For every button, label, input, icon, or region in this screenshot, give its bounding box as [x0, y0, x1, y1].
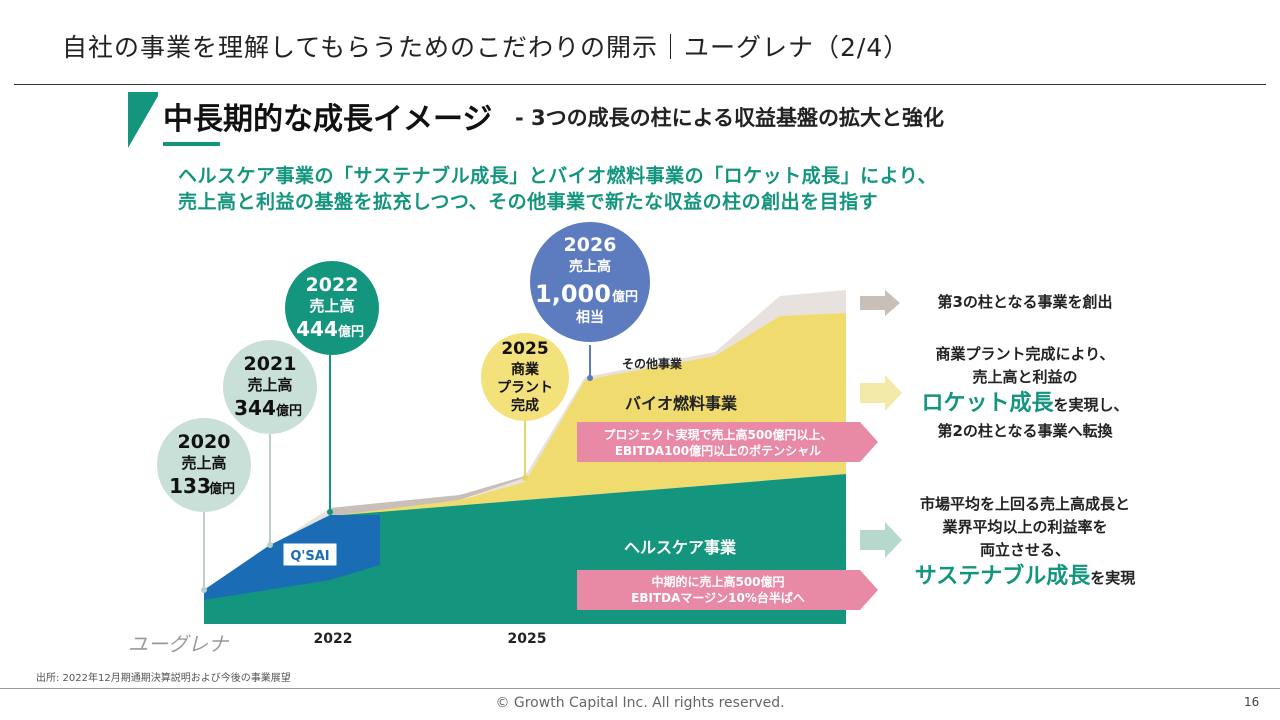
euglena-logo: ユーグレナ [128, 632, 228, 656]
right-item-sustainable-growth: 市場平均を上回る売上高成長と 業界平均以上の利益率を 両立させる、 サステナブル… [900, 493, 1150, 593]
bubble-2020-value: 133 [169, 474, 211, 498]
lead-text-line-1: ヘルスケア事業の「サステナブル成長」とバイオ燃料事業の「ロケット成長」により、 [178, 165, 937, 187]
headline-underline [163, 142, 220, 146]
sustainable-growth-emphasis: サステナブル成長 [914, 564, 1091, 589]
bubble-2026-suffix: 相当 [576, 309, 604, 326]
bubble-2025: 2025 商業 プラント 完成 [481, 333, 569, 421]
bubble-2021: 2021 売上高 344 億円 [223, 340, 317, 434]
lead-text-line-2: 売上高と利益の基盤を拡充しつつ、その他事業で新たな収益の柱の創出を目指す [178, 191, 879, 213]
label-healthcare: ヘルスケア事業 [624, 538, 737, 557]
health-banner-line2: EBITDAマージン10%台半ばへ [631, 590, 805, 605]
right-item-rocket-growth: 商業プラント完成により、 売上高と利益の ロケット成長を実現し、 第2の柱となる… [900, 343, 1150, 443]
bio-banner-line1: プロジェクト実現で売上高500億円以上、 [603, 427, 832, 442]
growth-diagram: 2020 売上高 133 億円 2021 売上高 344 億円 2022 売上高… [157, 222, 902, 647]
qsai-logo: Q'SAI [282, 542, 338, 567]
sustainable-line1: 市場平均を上回る売上高成長と [919, 495, 1130, 513]
right-item-third-pillar: 第3の柱となる事業を創出 [937, 293, 1113, 311]
health-banner-line1: 中期的に売上高500億円 [651, 574, 784, 589]
bubble-2026-label: 売上高 [569, 258, 611, 275]
sustainable-line3: 両立させる、 [979, 541, 1070, 559]
bubble-2025-line1: 商業 [511, 361, 540, 378]
bubble-2020-year: 2020 [178, 431, 231, 453]
rocket-line1: 商業プラント完成により、 [935, 345, 1115, 363]
other-business-edge [330, 476, 530, 518]
footer-divider [0, 688, 1280, 689]
rocket-line3: を実現し、 [1053, 396, 1129, 414]
x-tick-2022: 2022 [314, 631, 353, 647]
copyright-notice: © Growth Capital Inc. All rights reserve… [495, 695, 785, 711]
bubble-2022: 2022 売上高 444 億円 [285, 261, 379, 355]
bio-banner-line2: EBITDA100億円以上のポテンシャル [615, 443, 821, 458]
sustainable-suffix: を実現 [1090, 569, 1136, 587]
bubble-2022-label: 売上高 [309, 297, 354, 315]
bubble-2020-label: 売上高 [181, 454, 226, 472]
accent-triangle-icon [128, 92, 158, 148]
bubble-2020: 2020 売上高 133 億円 [157, 418, 251, 512]
title-divider [14, 84, 1266, 85]
bio-banner: プロジェクト実現で売上高500億円以上、 EBITDA100億円以上のポテンシャ… [577, 422, 878, 462]
sustainable-line2: 業界平均以上の利益率を [942, 518, 1108, 536]
arrow-bio-icon [860, 375, 902, 411]
source-note: 出所: 2022年12月期通期決算説明および今後の事業展望 [36, 673, 291, 684]
page-title: 自社の事業を理解してもらうためのこだわりの開示｜ユーグレナ（2/4） [62, 33, 910, 62]
bubble-2021-label: 売上高 [247, 376, 292, 394]
bubble-2022-unit: 億円 [338, 324, 364, 340]
rocket-growth-emphasis: ロケット成長 [921, 391, 1054, 416]
arrow-other-icon [860, 290, 900, 316]
bubble-2021-value: 344 [234, 396, 276, 420]
slide-headline: 中長期的な成長イメージ [163, 102, 493, 137]
bubble-2022-value: 444 [296, 317, 338, 341]
qsai-logo-text: Q'SAI [290, 549, 329, 564]
bubble-2025-year: 2025 [501, 339, 548, 359]
label-bio-fuel: バイオ燃料事業 [625, 394, 738, 413]
bubble-2022-year: 2022 [306, 274, 359, 296]
label-other-business: その他事業 [622, 356, 683, 371]
page-number: 16 [1244, 695, 1260, 709]
rocket-line2: 売上高と利益の [972, 368, 1078, 386]
rocket-line4: 第2の柱となる事業へ転換 [937, 422, 1113, 440]
health-banner: 中期的に売上高500億円 EBITDAマージン10%台半ばへ [577, 570, 878, 610]
bubble-2020-unit: 億円 [209, 481, 235, 497]
bubble-2021-unit: 億円 [276, 403, 302, 419]
bubble-2021-year: 2021 [244, 353, 297, 375]
arrow-health-icon [860, 522, 902, 558]
bio-fuel-area [204, 313, 846, 590]
x-tick-2025: 2025 [508, 631, 547, 647]
bubble-2026-value: 1,000 [535, 280, 611, 308]
bubble-2026-unit: 億円 [612, 289, 638, 305]
bubble-2025-line3: 完成 [511, 397, 539, 414]
bubble-2026: 2026 売上高 1,000 億円 相当 [530, 222, 650, 342]
bubble-2025-line2: プラント [497, 380, 553, 396]
bubble-2026-year: 2026 [564, 234, 617, 256]
slide-subheadline: - 3つの成長の柱による収益基盤の拡大と強化 [515, 106, 945, 130]
